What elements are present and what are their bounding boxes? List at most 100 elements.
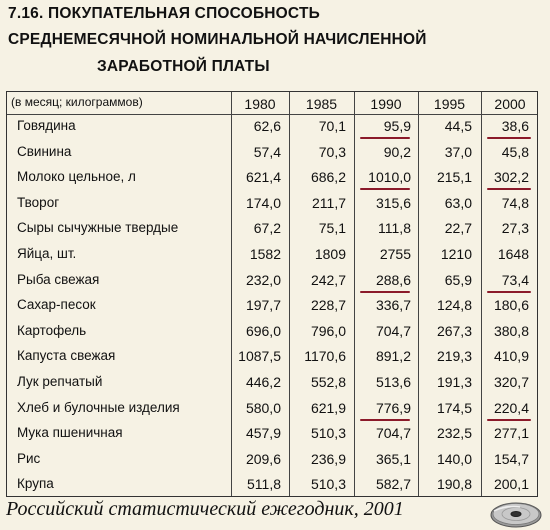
table-cell: 380,8: [493, 322, 529, 339]
column-divider: [354, 92, 355, 496]
table-cell: 67,2: [253, 220, 281, 237]
table-cell: 140,0: [436, 450, 472, 467]
table-cell: 45,8: [501, 143, 529, 160]
row-label: Картофель: [17, 322, 87, 338]
row-label: Хлеб и булочные изделия: [17, 399, 180, 415]
table-cell: 1170,6: [304, 348, 346, 365]
table-header-label: (в месяц; килограммов): [11, 95, 143, 109]
table-cell: 267,3: [436, 322, 472, 339]
table-cell: 124,8: [436, 297, 472, 314]
table-cell: 70,3: [318, 143, 346, 160]
highlight-underline: [360, 290, 410, 293]
row-label: Рис: [17, 450, 41, 466]
highlight-underline: [487, 137, 531, 139]
table-cell: 232,0: [245, 271, 281, 288]
year-header: 1990: [370, 96, 402, 112]
source-caption: Российский статистический ежегодник, 200…: [6, 498, 404, 520]
table-cell: 1210: [440, 246, 472, 262]
cd-disc-icon: [490, 502, 542, 528]
table-cell: 446,2: [245, 374, 281, 390]
table-cell: 180,6: [493, 297, 529, 314]
data-table: (в месяц; килограммов) 1980 1985 1990 1995 2…: [6, 91, 538, 497]
table-cell: 38,6: [501, 118, 529, 134]
table-cell: 37,0: [444, 143, 472, 160]
table-cell: 696,0: [245, 322, 281, 339]
table-cell: 111,8: [378, 220, 411, 237]
table-cell: 1582: [249, 246, 281, 262]
header-divider: [7, 114, 537, 115]
table-cell: 95,9: [383, 118, 411, 134]
table-cell: 1648: [497, 246, 529, 262]
table-cell: 220,4: [493, 399, 529, 416]
table-cell: 511,8: [247, 476, 281, 493]
table-cell: 154,7: [493, 450, 529, 467]
table-cell: 63,0: [444, 194, 472, 211]
highlight-underline: [360, 137, 410, 139]
table-cell: 62,6: [253, 118, 281, 134]
row-label: Яйца, шт.: [17, 246, 77, 261]
highlight-underline: [360, 418, 410, 421]
table-cell: 288,6: [375, 271, 411, 288]
row-label: Сыры сычужные твердые: [17, 220, 179, 236]
table-cell: 365,1: [375, 450, 411, 467]
table-cell: 302,2: [493, 169, 529, 186]
table-cell: 2755: [379, 246, 411, 262]
table-cell: 190,8: [436, 476, 472, 493]
table-cell: 582,7: [375, 476, 411, 493]
table-cell: 776,9: [375, 399, 411, 416]
table-cell: 796,0: [310, 322, 346, 339]
year-header: 1995: [433, 96, 466, 112]
table-cell: 65,9: [444, 271, 472, 288]
table-cell: 232,5: [436, 425, 472, 442]
table-cell: 315,6: [375, 194, 411, 211]
table-cell: 336,7: [375, 297, 411, 314]
table-cell: 90,2: [383, 143, 411, 160]
table-cell: 1809: [314, 246, 346, 262]
highlight-underline: [487, 418, 531, 421]
column-divider: [289, 92, 290, 496]
table-cell: 1087,5: [238, 348, 281, 365]
title-line-2: СРЕДНЕМЕСЯЧНОЙ НОМИНАЛЬНОЙ НАЧИСЛЕННОЙ: [8, 31, 427, 48]
table-cell: 27,3: [501, 220, 529, 237]
highlight-underline: [360, 188, 410, 191]
table-cell: 510,3: [310, 476, 346, 493]
highlight-underline: [487, 188, 531, 191]
row-label: Говядина: [17, 118, 76, 133]
highlight-underline: [487, 290, 531, 293]
table-cell: 209,6: [245, 450, 281, 467]
table-cell: 621,9: [310, 399, 346, 416]
table-cell: 457,9: [245, 425, 281, 442]
table-cell: 200,1: [493, 476, 529, 493]
year-header: 1980: [244, 96, 276, 112]
table-cell: 70,1: [318, 118, 346, 134]
table-cell: 236,9: [310, 450, 346, 467]
row-label: Капуста свежая: [17, 348, 116, 364]
table-cell: 197,7: [245, 297, 281, 314]
table-cell: 580,0: [245, 399, 281, 416]
table-cell: 510,3: [310, 425, 346, 442]
table-cell: 686,2: [310, 169, 346, 186]
table-cell: 219,3: [436, 348, 472, 365]
table-cell: 22,7: [444, 220, 472, 237]
table-cell: 73,4: [501, 271, 529, 288]
table-cell: 242,7: [310, 271, 346, 288]
table-cell: 1010,0: [368, 169, 411, 186]
title-line-1: 7.16. ПОКУПАТЕЛЬНАЯ СПОСОБНОСТЬ: [8, 5, 320, 22]
table-cell: 211,7: [312, 194, 346, 211]
row-label: Мука пшеничная: [17, 425, 123, 441]
table-cell: 174,0: [245, 194, 281, 211]
table-cell: 74,8: [501, 194, 529, 211]
table-cell: 75,1: [318, 220, 346, 237]
table-cell: 891,2: [375, 348, 411, 365]
table-cell: 215,1: [436, 169, 472, 186]
title-line-3: ЗАРАБОТНОЙ ПЛАТЫ: [97, 58, 270, 75]
table-cell: 44,5: [444, 118, 472, 134]
year-header: 1985: [305, 96, 338, 112]
row-label: Сахар-песок: [17, 297, 96, 313]
row-label: Крупа: [17, 476, 54, 492]
row-label: Молоко цельное, л: [17, 169, 136, 185]
table-cell: 621,4: [245, 169, 281, 186]
row-label: Лук репчатый: [17, 374, 103, 389]
year-header: 2000: [494, 96, 526, 112]
table-cell: 57,4: [253, 143, 281, 160]
